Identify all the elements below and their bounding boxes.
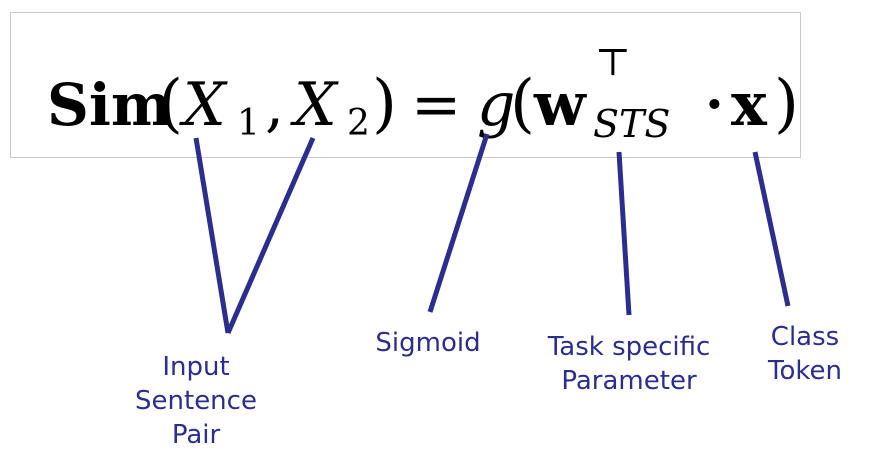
formula-comma: , — [265, 70, 284, 140]
similarity-formula: Sim ( X 1 , X 2 ) = g ( w ⊤ STS · x ) — [47, 40, 799, 146]
formula-box: Sim ( X 1 , X 2 ) = g ( w ⊤ STS · x ) — [10, 12, 801, 158]
label-sigmoid: Sigmoid — [358, 326, 498, 360]
label-task-specific-parameter: Task specific Parameter — [536, 330, 722, 398]
label-class-line-2: Token — [768, 356, 842, 386]
formula-sim: Sim — [47, 71, 172, 139]
label-input-line-3: Pair — [171, 420, 221, 450]
formula-dot: · — [705, 72, 724, 136]
formula-g: g — [477, 70, 515, 140]
label-sigmoid-line-1: Sigmoid — [375, 328, 481, 358]
label-task-line-1: Task specific — [547, 332, 711, 362]
formula-x-bold: x — [731, 70, 768, 140]
label-input-line-1: Input — [162, 352, 230, 382]
formula-open-paren: ( — [158, 67, 183, 141]
formula-w-bold: w — [533, 70, 587, 140]
formula-x1-subscript: 1 — [237, 103, 260, 144]
formula-open-paren-2: ( — [510, 67, 535, 141]
formula-sts-subscript: STS — [593, 102, 670, 146]
connector-class-token — [752, 151, 791, 307]
label-class-line-1: Class — [770, 322, 840, 352]
connector-x2 — [225, 137, 316, 334]
formula-close-paren: ) — [372, 67, 397, 141]
formula-equals: = — [411, 70, 461, 140]
formula-x2-letter: X — [290, 70, 339, 140]
formula-close-paren-2: ) — [774, 67, 799, 141]
formula-x2-subscript: 2 — [347, 103, 370, 144]
label-task-line-2: Parameter — [561, 366, 697, 396]
connector-task-param — [616, 151, 632, 316]
formula-x1-letter: X — [179, 70, 228, 140]
label-class-token: Class Token — [752, 320, 858, 388]
label-input-line-2: Sentence — [135, 386, 257, 416]
connector-sigmoid — [427, 133, 490, 313]
label-input-sentence-pair: Input Sentence Pair — [128, 350, 264, 452]
connector-x1 — [193, 137, 231, 334]
formula-transpose: ⊤ — [595, 40, 631, 84]
